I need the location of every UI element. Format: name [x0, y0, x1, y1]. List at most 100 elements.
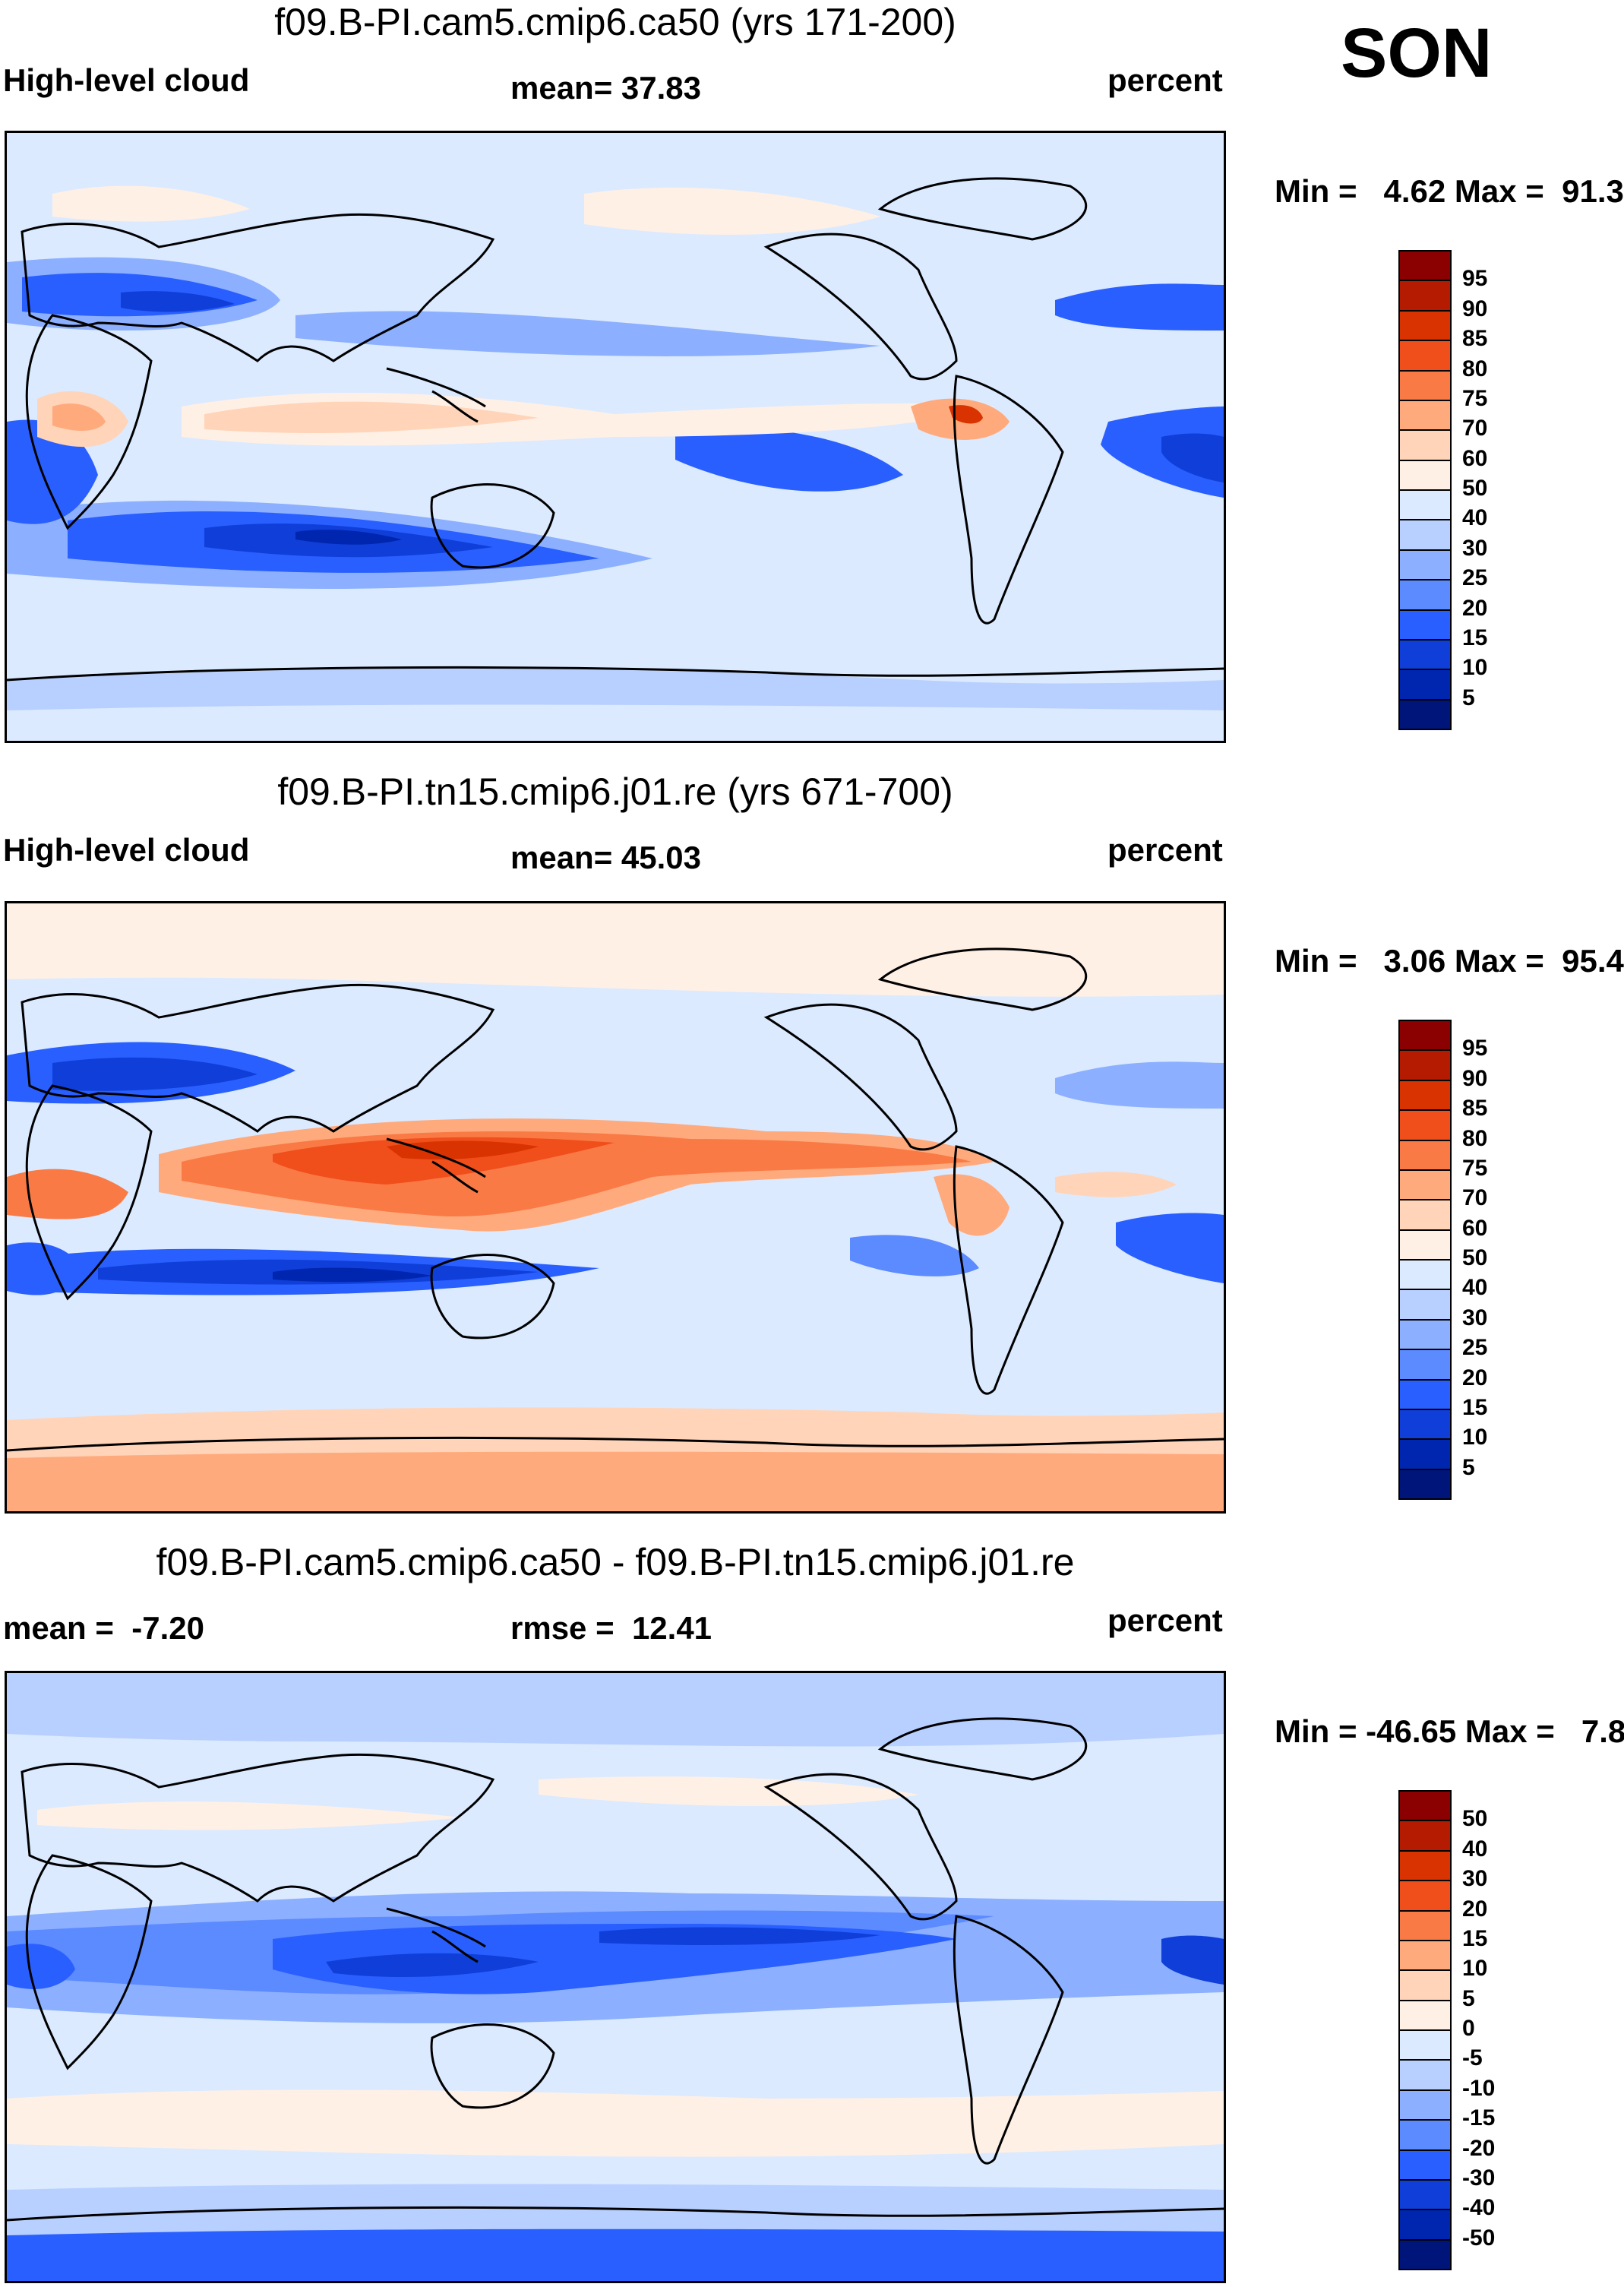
panel-3-colorbar-tick-label: 20 [1462, 1896, 1488, 1922]
panel-3-colorbar-tick-label: 50 [1462, 1806, 1488, 1832]
panel-3-min-max-label: Min = -46.65 Max = 7.87 [1275, 1713, 1624, 1749]
panel-2-colorbar [1398, 1020, 1452, 1500]
panel-2-colorbar-cell [1398, 1139, 1452, 1171]
panel-3-colorbar-cell [1398, 2209, 1452, 2241]
panel-3-colorbar-cell [1398, 1880, 1452, 1912]
panel-2-colorbar-tick-label: 25 [1462, 1335, 1488, 1361]
panel-2-colorbar-cell [1398, 1468, 1452, 1500]
panel-1-colorbar-tick-label: 20 [1462, 595, 1488, 621]
season-label: SON [1341, 14, 1493, 92]
panel-3-colorbar-tick-label: -15 [1462, 2105, 1496, 2131]
panel-3-colorbar-cell [1398, 2149, 1452, 2181]
panel-1-colorbar-tick-label: 15 [1462, 625, 1488, 650]
panel-2-map-svg [7, 903, 1224, 1511]
panel-3-colorbar-cell [1398, 2238, 1452, 2270]
panel-1-colorbar-cell [1398, 459, 1452, 491]
panel-3-colorbar-tick-label: -50 [1462, 2225, 1496, 2251]
panel-1-units-label: percent [1107, 62, 1223, 98]
panel-1-colorbar-tick-label: 75 [1462, 385, 1488, 411]
panel-1-min-max-label: Min = 4.62 Max = 91.34 [1275, 173, 1624, 209]
panel-2-colorbar-cell [1398, 1289, 1452, 1321]
panel-2-colorbar-tick-label: 40 [1462, 1275, 1488, 1301]
panel-1-colorbar-cell [1398, 309, 1452, 342]
panel-2-colorbar-tick-label: 15 [1462, 1394, 1488, 1420]
panel-3-colorbar [1398, 1790, 1452, 2270]
panel-1-colorbar-cell [1398, 698, 1452, 730]
panel-1-variable-label: High-level cloud [3, 62, 250, 98]
panel-1-colorbar-tick-label: 85 [1462, 326, 1488, 352]
panel-1-map-svg [7, 133, 1224, 741]
panel-1-colorbar-tick-label: 10 [1462, 655, 1488, 681]
panel-1-mean-label: mean= 37.83 [510, 70, 702, 106]
panel-2-colorbar-tick-label: 85 [1462, 1096, 1488, 1121]
panel-1-colorbar-cell [1398, 669, 1452, 701]
panel-1-colorbar-cell [1398, 579, 1452, 611]
panel-2-variable-label: High-level cloud [3, 832, 250, 868]
panel-1-colorbar-cell [1398, 519, 1452, 551]
panel-3-colorbar-cell [1398, 1999, 1452, 2031]
panel-1-title: f09.B-PI.cam5.cmip6.ca50 (yrs 171-200) [274, 1, 956, 43]
panel-3-colorbar-tick-label: 0 [1462, 2016, 1475, 2041]
panel-2-colorbar-tick-label: 60 [1462, 1215, 1488, 1241]
panel-1-colorbar-cell [1398, 250, 1452, 282]
panel-3-colorbar-cell [1398, 2089, 1452, 2121]
panel-1-colorbar-tick-label: 5 [1462, 685, 1475, 710]
panel-3-colorbar-tick-label: 30 [1462, 1866, 1488, 1892]
panel-2-colorbar-tick-label: 30 [1462, 1305, 1488, 1330]
panel-3-colorbar-tick-label: 15 [1462, 1925, 1488, 1951]
panel-2-colorbar-tick-label: 90 [1462, 1065, 1488, 1091]
panel-2-colorbar-cell [1398, 1199, 1452, 1231]
panel-3-map-svg [7, 1673, 1224, 2281]
panel-1-colorbar-tick-label: 50 [1462, 476, 1488, 501]
panel-3-colorbar-cell [1398, 2119, 1452, 2151]
panel-3-map [5, 1671, 1226, 2283]
panel-2-colorbar-cell [1398, 1408, 1452, 1441]
panel-2-colorbar-cell [1398, 1318, 1452, 1351]
panel-3-units-label: percent [1107, 1602, 1223, 1638]
panel-2-colorbar-cell [1398, 1349, 1452, 1381]
panel-3-colorbar-cell [1398, 1820, 1452, 1852]
panel-2-colorbar-tick-label: 70 [1462, 1185, 1488, 1211]
panel-1-colorbar-tick-label: 40 [1462, 505, 1488, 531]
panel-1-colorbar-tick-label: 25 [1462, 565, 1488, 591]
panel-1-colorbar-cell [1398, 638, 1452, 671]
panel-3-colorbar-tick-label: -40 [1462, 2195, 1496, 2221]
panel-3-colorbar-tick-label: -5 [1462, 2045, 1483, 2071]
panel-3-colorbar-tick-label: 5 [1462, 1985, 1475, 2011]
panel-2-colorbar-cell [1398, 1438, 1452, 1470]
panel-1-colorbar-cell [1398, 369, 1452, 401]
panel-3-colorbar-cell [1398, 1939, 1452, 1972]
panel-3-colorbar-tick-label: -30 [1462, 2165, 1496, 2191]
panel-2-colorbar-tick-label: 95 [1462, 1036, 1488, 1061]
panel-2-min-max-label: Min = 3.06 Max = 95.40 [1275, 943, 1624, 979]
panel-3-colorbar-tick-label: 10 [1462, 1956, 1488, 1982]
panel-2-colorbar-tick-label: 80 [1462, 1125, 1488, 1151]
panel-2-colorbar-cell [1398, 1378, 1452, 1410]
panel-3-colorbar-cell [1398, 2029, 1452, 2061]
panel-1-colorbar-tick-label: 60 [1462, 445, 1488, 471]
panel-2-colorbar-cell [1398, 1229, 1452, 1261]
panel-1-colorbar-tick-label: 90 [1462, 296, 1488, 321]
panel-2-colorbar-cell [1398, 1049, 1452, 1081]
panel-2-colorbar-tick-label: 20 [1462, 1365, 1488, 1390]
panel-3-mean-label: mean = -7.20 [3, 1610, 204, 1646]
panel-2-units-label: percent [1107, 832, 1223, 868]
panel-3-colorbar-cell [1398, 1909, 1452, 1941]
panel-1-colorbar-tick-label: 30 [1462, 535, 1488, 561]
panel-1-colorbar-cell [1398, 280, 1452, 312]
panel-2-colorbar-tick-label: 5 [1462, 1454, 1475, 1480]
panel-3-colorbar-cell [1398, 2059, 1452, 2091]
panel-1-colorbar-tick-label: 95 [1462, 266, 1488, 292]
panel-2-colorbar-tick-label: 50 [1462, 1245, 1488, 1270]
panel-3-rmse-label: rmse = 12.41 [510, 1610, 712, 1646]
panel-1-colorbar-cell [1398, 609, 1452, 641]
panel-3-colorbar-cell [1398, 1969, 1452, 2001]
panel-3-colorbar-tick-label: 40 [1462, 1836, 1488, 1862]
panel-1-colorbar-cell [1398, 340, 1452, 372]
panel-1-colorbar [1398, 250, 1452, 730]
panel-3-title: f09.B-PI.cam5.cmip6.ca50 - f09.B-PI.tn15… [156, 1541, 1075, 1583]
panel-2-colorbar-tick-label: 10 [1462, 1425, 1488, 1450]
panel-1-colorbar-tick-label: 80 [1462, 356, 1488, 381]
panel-2-colorbar-cell [1398, 1259, 1452, 1291]
panel-2-colorbar-cell [1398, 1109, 1452, 1141]
